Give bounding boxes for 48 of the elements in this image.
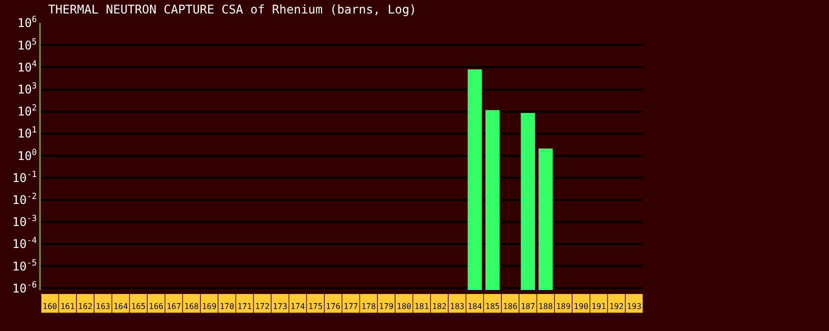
x-tick-label: 193 [626, 302, 642, 311]
x-tick-label: 165 [131, 302, 146, 311]
x-tick-label: 167 [166, 302, 182, 311]
x-tick-label: 161 [60, 302, 75, 311]
y-tick-label: 10$^{-4}$ [12, 235, 37, 252]
x-tick-label: 179 [379, 302, 394, 311]
y-tick-label: 10$^{1}$ [17, 124, 37, 141]
y-tick-label: 10$^{0}$ [17, 146, 37, 163]
y-tick-label: 10$^{2}$ [17, 102, 37, 119]
x-tick-label: 182 [432, 302, 447, 311]
x-tick-label: 173 [272, 302, 288, 311]
x-tick-label: 175 [308, 302, 323, 311]
x-tick-label: 190 [574, 302, 588, 311]
y-tick-label: 10$^{-3}$ [12, 213, 37, 230]
y-tick-label: 10$^{-5}$ [12, 257, 37, 274]
x-tick-label: 163 [96, 302, 110, 311]
x-tick-label: 176 [326, 302, 341, 311]
y-tick-label: 10$^{-6}$ [12, 279, 37, 296]
x-tick-label: 174 [290, 302, 306, 311]
y-tick-label: 10$^{3}$ [17, 80, 37, 97]
x-tick-label: 164 [113, 302, 128, 311]
x-tick-label: 188 [538, 302, 554, 311]
x-tick-label: 187 [520, 302, 536, 311]
x-tick-label: 171 [237, 302, 252, 311]
x-tick-label: 184 [468, 302, 482, 311]
x-tick-label: 178 [361, 302, 376, 311]
x-tick-label: 185 [485, 302, 500, 311]
x-tick-label: 172 [255, 302, 270, 311]
x-tick-label: 168 [184, 302, 199, 311]
y-tick-label: 10$^{-2}$ [12, 190, 37, 208]
y-tick-label: 10$^{-1}$ [12, 168, 37, 185]
x-tick-label: 166 [148, 302, 164, 311]
x-tick-label: 169 [202, 302, 217, 311]
x-tick-label: 189 [556, 302, 571, 311]
x-tick-label: 180 [396, 302, 412, 311]
x-tick-label: 181 [414, 302, 430, 311]
chart-title: THERMAL NEUTRON CAPTURE CSA of Rhenium (barns, Log) [48, 2, 417, 16]
x-tick-label: 160 [42, 302, 58, 311]
x-tick-label: 183 [450, 302, 464, 311]
x-tick-label: 162 [78, 302, 93, 311]
x-tick-label: 170 [220, 302, 234, 311]
y-tick-label: 10$^{6}$ [17, 14, 37, 30]
y-tick-label: 10$^{4}$ [17, 58, 37, 74]
x-tick-label: 177 [344, 302, 358, 311]
x-tick-label: 192 [609, 302, 624, 311]
x-tick-label: 191 [592, 302, 606, 311]
y-tick-label: 10$^{5}$ [17, 36, 37, 52]
x-tick-label: 186 [502, 302, 518, 311]
